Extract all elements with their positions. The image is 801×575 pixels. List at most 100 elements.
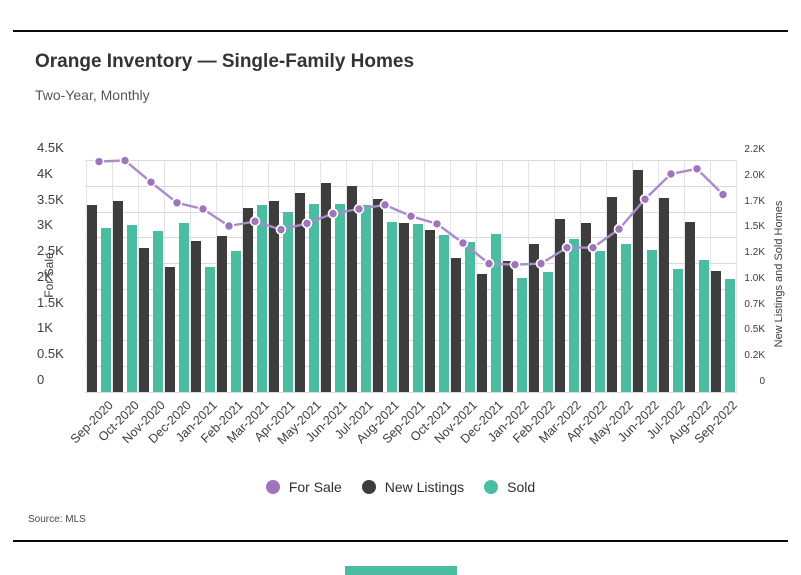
for-sale-legend-dot-icon (265, 480, 280, 494)
legend-item-sold: Sold (484, 479, 535, 495)
y-axis-tick-right: 2.2K (744, 144, 765, 155)
bar-sold (231, 250, 241, 392)
legend-item-new-listings: New Listings (361, 479, 464, 495)
gridline-vertical (112, 160, 113, 392)
for-sale-point (119, 155, 131, 166)
source-note: Source: MLS (28, 514, 86, 525)
legend: For Sale New Listings Sold (0, 479, 801, 495)
bar-sold (257, 205, 267, 392)
gridline-vertical (580, 160, 581, 392)
right-axis-title: New Listings and Sold Homes (773, 200, 785, 348)
bar-new-listings (477, 274, 487, 392)
bar-sold (569, 239, 579, 392)
gridline-horizontal (85, 263, 737, 265)
bar-sold (127, 224, 137, 392)
gridline-vertical (398, 160, 399, 392)
gridline-horizontal (85, 392, 737, 393)
bar-sold (439, 235, 449, 392)
bar-sold (283, 211, 293, 392)
gridline-vertical (190, 160, 191, 392)
bar-sold (699, 260, 709, 392)
bar-sold (413, 223, 423, 392)
bar-new-listings (503, 261, 513, 392)
y-axis-tick-right: 1.0K (744, 272, 765, 284)
y-axis-tick-left: 0.5K (37, 346, 64, 362)
for-sale-line-layer (93, 155, 729, 270)
bar-new-listings (295, 192, 305, 392)
y-axis-tick-left: 2.5K (37, 243, 64, 259)
for-sale-point (405, 210, 417, 222)
y-axis-tick-left: 1.5K (37, 294, 64, 310)
gridline-vertical (528, 160, 529, 392)
bar-new-listings (529, 243, 539, 392)
gridline-vertical (502, 160, 503, 392)
for-sale-point (639, 193, 651, 205)
sold-legend-dot-icon (484, 480, 499, 494)
y-axis-tick-right: 1.5K (744, 221, 765, 233)
for-sale-point (509, 259, 521, 270)
for-sale-point (301, 218, 313, 229)
y-axis-tick-left: 0 (37, 372, 45, 387)
for-sale-point (249, 216, 261, 227)
gridline-horizontal (85, 237, 737, 239)
bar-sold (647, 249, 657, 392)
gridline-vertical (86, 160, 87, 392)
bar-sold (205, 267, 215, 392)
gridline-horizontal (85, 160, 737, 161)
for-sale-point (93, 156, 105, 167)
gridline-vertical (242, 160, 243, 392)
top-divider (13, 30, 788, 32)
for-sale-point (171, 197, 183, 209)
y-axis-tick-left: 4.5K (37, 140, 64, 155)
bar-new-listings (321, 182, 331, 392)
bar-new-listings (711, 271, 721, 392)
bar-sold (335, 204, 345, 392)
gridline-vertical (606, 160, 607, 392)
for-sale-point (717, 189, 729, 200)
bar-sold (621, 243, 631, 392)
legend-label-for-sale: For Sale (288, 479, 342, 495)
bottom-accent-bar (345, 566, 457, 575)
bar-new-listings (373, 199, 383, 392)
bar-new-listings (87, 205, 97, 392)
bar-sold (101, 228, 111, 392)
bar-sold (309, 204, 319, 392)
bar-new-listings (607, 197, 617, 392)
for-sale-point (535, 258, 547, 269)
bar-new-listings (581, 222, 591, 392)
bar-new-listings (659, 198, 669, 392)
gridline-horizontal (85, 288, 737, 290)
y-axis-tick-right: 0.5K (744, 324, 765, 336)
for-sale-point (145, 176, 157, 188)
for-sale-point (483, 258, 495, 269)
gridline-vertical (320, 160, 321, 392)
bar-sold (179, 222, 189, 392)
legend-label-sold: Sold (507, 479, 536, 495)
y-axis-tick-left: 2K (37, 268, 53, 284)
for-sale-point (561, 242, 573, 253)
bar-sold (387, 221, 397, 392)
for-sale-point (275, 224, 287, 235)
for-sale-point (197, 203, 209, 215)
for-sale-point (613, 223, 625, 235)
for-sale-point (327, 208, 339, 219)
gridline-horizontal (85, 366, 737, 368)
legend-item-for-sale: For Sale (265, 479, 342, 495)
gridline-vertical (658, 160, 659, 392)
gridline-vertical (632, 160, 633, 392)
y-axis-tick-left: 1K (37, 320, 53, 336)
gridline-vertical (164, 160, 165, 392)
for-sale-point (587, 242, 599, 253)
bar-sold (153, 231, 163, 392)
bar-new-listings (139, 247, 149, 392)
y-axis-tick-left: 4K (37, 165, 53, 181)
gridline-vertical (554, 160, 555, 392)
gridline-vertical (372, 160, 373, 392)
bar-new-listings (425, 230, 435, 392)
y-axis-tick-left: 3K (37, 217, 53, 233)
y-axis-tick-left: 3.5K (37, 191, 64, 207)
gridline-vertical (294, 160, 295, 392)
gridline-vertical (268, 160, 269, 392)
bar-sold (673, 269, 683, 392)
